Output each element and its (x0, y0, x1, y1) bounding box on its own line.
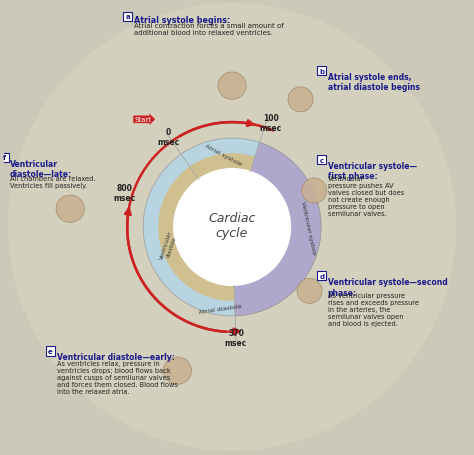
Text: All chambers are relaxed.
Ventricles fill passively.: All chambers are relaxed. Ventricles fil… (9, 176, 95, 189)
Wedge shape (143, 139, 321, 316)
Text: Ventricular systole—
first phase:: Ventricular systole— first phase: (328, 162, 417, 181)
Text: Atrial systole: Atrial systole (204, 143, 242, 167)
Text: Ventricular diastole—early:: Ventricular diastole—early: (56, 353, 174, 362)
Text: Ventricular
diastole: Ventricular diastole (159, 230, 178, 262)
Ellipse shape (56, 196, 84, 223)
Text: Ventricular
diastole—late:: Ventricular diastole—late: (9, 159, 72, 179)
Wedge shape (234, 143, 321, 316)
FancyBboxPatch shape (0, 153, 9, 162)
Text: Atrial systole ends,
atrial diastole begins: Atrial systole ends, atrial diastole beg… (328, 73, 420, 92)
Ellipse shape (218, 73, 246, 100)
Text: d: d (319, 273, 325, 279)
FancyBboxPatch shape (318, 272, 327, 281)
Ellipse shape (288, 87, 313, 113)
Text: Cardiac
cycle: Cardiac cycle (209, 211, 256, 239)
FancyBboxPatch shape (123, 13, 132, 22)
Wedge shape (158, 154, 255, 301)
Text: 100
msec: 100 msec (260, 114, 282, 133)
Text: Ventricular systole—second
phase:: Ventricular systole—second phase: (328, 278, 447, 297)
Ellipse shape (163, 357, 191, 384)
Text: As ventricular pressure
rises and exceeds pressure
in the arteries, the
semiluna: As ventricular pressure rises and exceed… (328, 292, 419, 326)
Text: c: c (320, 157, 324, 163)
Text: 370
msec: 370 msec (225, 329, 247, 348)
Text: Ventricular systole: Ventricular systole (300, 200, 316, 255)
Text: f: f (2, 155, 6, 161)
Ellipse shape (297, 278, 322, 304)
Text: b: b (319, 68, 325, 75)
Text: As ventricles relax, pressure in
ventricles drops; blood flows back
against cusp: As ventricles relax, pressure in ventric… (56, 360, 177, 394)
FancyBboxPatch shape (46, 347, 55, 356)
FancyBboxPatch shape (318, 156, 327, 165)
Text: Start: Start (134, 117, 151, 123)
Ellipse shape (301, 179, 327, 204)
Text: 0
msec: 0 msec (157, 127, 180, 147)
FancyBboxPatch shape (318, 67, 327, 76)
Text: Atrial diastole: Atrial diastole (199, 303, 243, 314)
Text: Atrial contraction forces a small amount of
additional blood into relaxed ventri: Atrial contraction forces a small amount… (134, 23, 284, 36)
Text: e: e (48, 348, 53, 354)
Text: Ventricular
pressure pushes AV
valves closed but does
not create enough
pressure: Ventricular pressure pushes AV valves cl… (328, 176, 404, 217)
Text: a: a (125, 14, 130, 20)
Text: 800
msec: 800 msec (113, 184, 136, 203)
Circle shape (9, 5, 456, 450)
Circle shape (174, 169, 291, 286)
Text: Atrial systole begins:: Atrial systole begins: (134, 16, 230, 25)
